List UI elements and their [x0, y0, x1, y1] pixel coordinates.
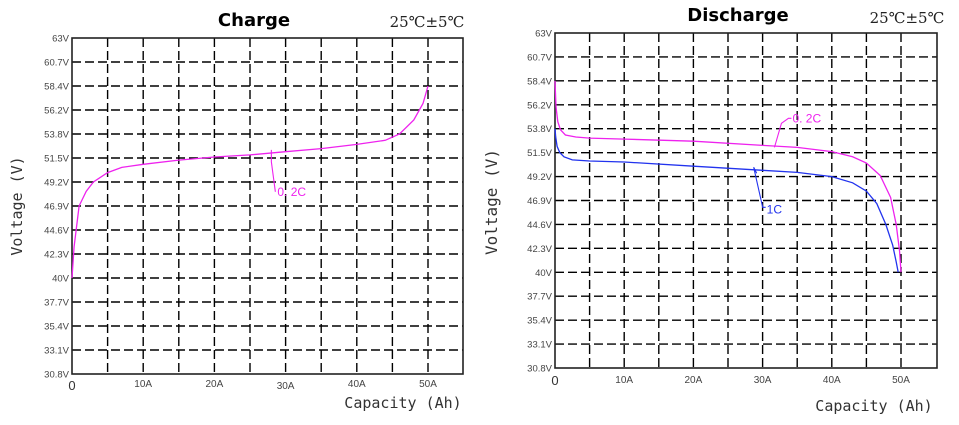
series-leader-line [270, 149, 276, 192]
chart-title: Charge [218, 10, 290, 31]
y-axis-ticks: 63V 60.7V 58.4V 56.2V 53.8V 51.5V 49.2V 46.9V 44… [44, 34, 69, 381]
y-tick-label: 56.2V [527, 100, 552, 111]
y-tick-label: 49.2V [527, 172, 552, 183]
x-tick-label: 30A [754, 375, 772, 386]
y-tick-label: 44.6V [44, 226, 69, 237]
discharge-chart: Discharge 25℃±5℃ 63V 60.7V 58.4V 56.2V 53.8V… [482, 5, 944, 415]
y-tick-label: 58.4V [527, 76, 552, 87]
y-tick-label: 40V [535, 268, 553, 279]
y-tick-label: 51.5V [527, 148, 552, 159]
y-tick-label: 51.5V [44, 154, 69, 165]
y-tick-label: 58.4V [44, 82, 69, 93]
temperature-annotation: 25℃±5℃ [870, 9, 945, 27]
y-tick-label: 40V [52, 274, 70, 285]
series-layer: 0. 2C [71, 85, 429, 279]
y-tick-label: 30.8V [44, 370, 69, 381]
y-tick-label: 46.9V [527, 196, 552, 207]
y-tick-label: 33.1V [527, 340, 552, 351]
x-tick-label: 0 [68, 378, 75, 393]
y-tick-label: 46.9V [44, 202, 69, 213]
chart-title: Discharge [687, 5, 788, 26]
y-tick-label: 60.7V [44, 58, 69, 69]
series-line-02c [71, 85, 429, 279]
y-axis-label: Voltage (V) [482, 149, 501, 255]
y-tick-label: 44.6V [527, 220, 552, 231]
y-axis-label: Voltage (V) [8, 156, 26, 255]
x-axis-ticks: 0 10A 20A 30A 40A 50A [551, 373, 910, 388]
series-leader-line [773, 117, 792, 148]
series-label: 1C [767, 202, 783, 216]
y-tick-label: 33.1V [44, 346, 69, 357]
y-tick-label: 60.7V [527, 52, 552, 63]
series-line-1c [554, 128, 899, 273]
y-tick-label: 37.7V [44, 298, 69, 309]
y-tick-label: 63V [52, 34, 70, 45]
y-tick-label: 49.2V [44, 178, 69, 189]
series-line-02c [554, 80, 902, 273]
y-tick-label: 53.8V [44, 130, 69, 141]
x-tick-label: 50A [892, 375, 910, 386]
x-tick-label: 40A [823, 375, 841, 386]
y-axis-ticks: 63V 60.7V 58.4V 56.2V 53.8V 51.5V 49.2V 46.9V 44… [527, 29, 552, 375]
x-axis-ticks: 0 10A 20A 30A 40A 50A [68, 378, 437, 393]
y-tick-label: 37.7V [527, 292, 552, 303]
x-tick-label: 20A [206, 379, 224, 390]
x-tick-label: 40A [348, 379, 366, 390]
y-tick-label: 42.3V [44, 250, 69, 261]
y-tick-label: 30.8V [527, 364, 552, 375]
grid [554, 32, 938, 369]
y-tick-label: 42.3V [527, 244, 552, 255]
plot-frame [554, 32, 938, 369]
x-tick-label: 50A [419, 379, 437, 390]
x-tick-label: 20A [685, 375, 703, 386]
y-tick-label: 53.8V [527, 124, 552, 135]
y-tick-label: 56.2V [44, 106, 69, 117]
x-tick-label: 30A [277, 381, 295, 392]
y-tick-label: 35.4V [44, 322, 69, 333]
y-tick-label: 63V [535, 29, 553, 40]
x-axis-label: Capacity (Ah) [815, 397, 932, 415]
x-tick-label: 10A [615, 375, 633, 386]
series-label: 0. 2C [792, 111, 821, 125]
grid [71, 37, 464, 375]
temperature-annotation: 25℃±5℃ [390, 13, 465, 31]
x-tick-label: 0 [551, 373, 558, 388]
y-tick-label: 35.4V [527, 316, 552, 327]
x-axis-label: Capacity (Ah) [344, 394, 461, 412]
x-tick-label: 10A [134, 379, 152, 390]
charge-chart: Charge 25℃±5℃ 63V 60.7V 58.4V 56.2V 53.8V 51.… [8, 10, 464, 412]
series-leader-line [753, 167, 766, 208]
plot-frame [71, 37, 464, 375]
series-layer: 0. 2C 1C [554, 80, 902, 273]
series-label: 0. 2C [277, 185, 306, 199]
